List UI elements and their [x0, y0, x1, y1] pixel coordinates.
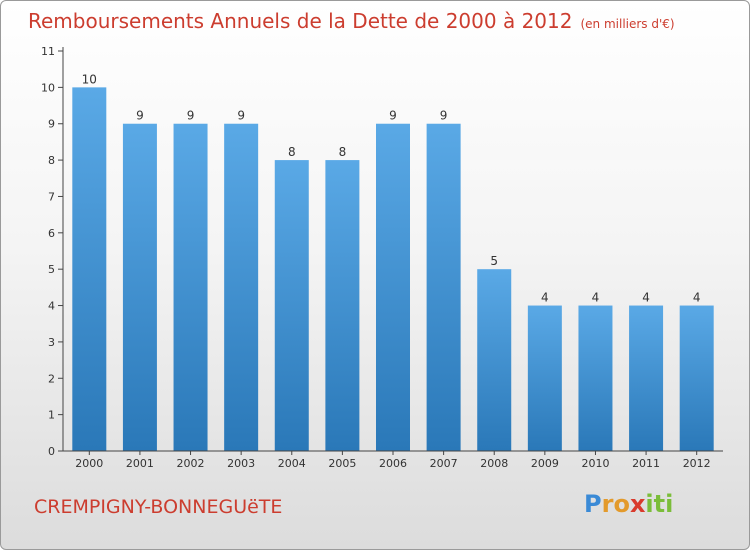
- x-tick-label-2001: 2001: [126, 457, 154, 470]
- x-tick-label-2003: 2003: [227, 457, 255, 470]
- bar-2001: [122, 123, 157, 452]
- logo-letter: o: [613, 490, 630, 518]
- bar-2008: [477, 269, 512, 451]
- place-name: CREMPIGNY-BONNEGUëTE: [34, 496, 283, 518]
- y-tick-label-4: 4: [48, 300, 55, 313]
- bar-2003: [224, 123, 259, 452]
- bar-2004: [274, 160, 309, 451]
- data-label-2008: 5: [490, 254, 498, 268]
- logo-letter: r: [601, 490, 614, 518]
- x-tick-label-2008: 2008: [480, 457, 508, 470]
- y-tick-label-6: 6: [48, 227, 55, 240]
- logo-letter: i: [645, 490, 654, 518]
- bar-2011: [629, 305, 664, 451]
- y-tick-label-10: 10: [41, 81, 55, 94]
- data-label-2000: 10: [82, 72, 97, 86]
- bar-2000: [72, 87, 107, 451]
- x-tick-label-2010: 2010: [581, 457, 609, 470]
- x-tick-label-2007: 2007: [430, 457, 458, 470]
- y-tick-label-3: 3: [48, 336, 55, 349]
- y-tick-label-2: 2: [48, 372, 55, 385]
- y-tick-label-5: 5: [48, 263, 55, 276]
- chart-subtitle: (en milliers d'€): [580, 17, 675, 31]
- bar-2010: [578, 305, 613, 451]
- data-label-2003: 9: [237, 109, 245, 123]
- logo-letter: t: [653, 490, 666, 518]
- bar-2002: [173, 123, 208, 452]
- logo-letter: i: [665, 490, 674, 518]
- data-label-2012: 4: [693, 291, 701, 305]
- bar-2007: [426, 123, 461, 452]
- bar-2006: [376, 123, 410, 452]
- x-tick-label-2002: 2002: [177, 457, 205, 470]
- proxiti-logo: Proxiti: [584, 490, 673, 518]
- data-label-2001: 9: [136, 109, 144, 123]
- data-label-2005: 8: [339, 145, 347, 159]
- y-tick-label-8: 8: [48, 154, 55, 167]
- y-tick-label-9: 9: [48, 118, 55, 131]
- chart-title-block: Remboursements Annuels de la Dette de 20…: [28, 9, 675, 33]
- data-label-2009: 4: [541, 291, 549, 305]
- chart-title: Remboursements Annuels de la Dette de 20…: [28, 9, 573, 33]
- x-tick-label-2011: 2011: [632, 457, 660, 470]
- logo-letter: x: [629, 490, 646, 518]
- x-tick-label-2006: 2006: [379, 457, 407, 470]
- data-label-2006: 9: [389, 109, 397, 123]
- data-label-2007: 9: [440, 109, 448, 123]
- x-tick-label-2009: 2009: [531, 457, 559, 470]
- data-label-2010: 4: [592, 291, 600, 305]
- y-tick-label-11: 11: [41, 45, 55, 58]
- data-label-2002: 9: [187, 109, 195, 123]
- bar-2009: [527, 305, 562, 451]
- data-label-2011: 4: [642, 291, 650, 305]
- x-tick-label-2000: 2000: [75, 457, 103, 470]
- y-tick-label-7: 7: [48, 190, 55, 203]
- bar-2012: [679, 305, 714, 451]
- y-tick-label-0: 0: [48, 445, 55, 458]
- x-tick-label-2012: 2012: [683, 457, 711, 470]
- logo-letter: P: [584, 490, 602, 518]
- x-tick-label-2005: 2005: [328, 457, 356, 470]
- bar-2005: [325, 160, 360, 451]
- x-tick-label-2004: 2004: [278, 457, 306, 470]
- y-tick-label-1: 1: [48, 409, 55, 422]
- data-label-2004: 8: [288, 145, 296, 159]
